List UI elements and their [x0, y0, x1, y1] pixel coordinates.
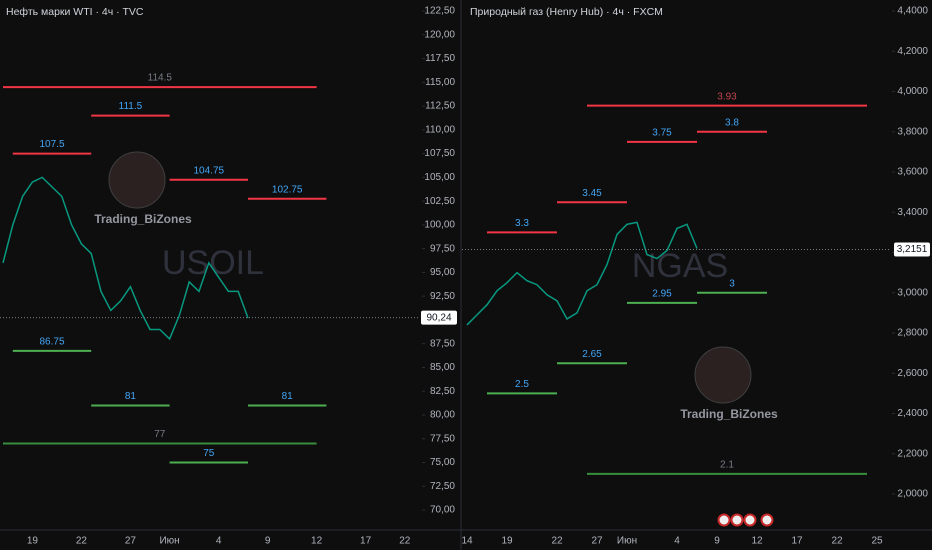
level-label: 81	[282, 391, 294, 402]
y-tick-label: 72,50	[430, 481, 455, 492]
current-price-label: 90,24	[426, 312, 451, 323]
event-icon	[743, 513, 757, 527]
event-icon	[717, 513, 731, 527]
y-tick-label: 100,00	[424, 220, 455, 231]
level-label: 102.75	[272, 184, 303, 195]
watermark: NGAS	[632, 247, 728, 285]
x-tick-label: 22	[399, 536, 411, 547]
chart-title: Природный газ (Henry Hub) · 4ч · FXCM	[470, 6, 663, 18]
y-tick-label: 105,00	[424, 172, 455, 183]
y-tick-label: 2,2000	[897, 448, 928, 459]
level-label: 114.5	[148, 73, 173, 84]
event-icon	[760, 513, 774, 527]
x-tick-label: 14	[461, 536, 473, 547]
x-tick-label: 27	[125, 536, 137, 547]
current-price-label: 3,2151	[897, 244, 928, 255]
y-tick-label: 117,50	[425, 53, 455, 64]
level-label: 86.75	[39, 336, 64, 347]
y-tick-label: 4,4000	[897, 6, 928, 17]
logo-text: Trading_BiZones	[680, 407, 778, 421]
y-tick-label: 107,50	[424, 148, 455, 159]
x-tick-label: 19	[27, 536, 39, 547]
current-price-box	[421, 310, 457, 325]
y-tick-label: 102,50	[424, 196, 455, 207]
y-tick-label: 2,6000	[897, 368, 928, 379]
x-tick-label: 19	[501, 536, 513, 547]
y-tick-label: 70,00	[430, 505, 455, 516]
y-tick-label: 95,00	[430, 267, 455, 278]
x-tick-label: 4	[216, 536, 222, 547]
level-label: 3.93	[717, 91, 737, 102]
y-tick-label: 97,50	[430, 243, 455, 254]
level-label: 3.3	[515, 218, 529, 229]
y-tick-label: 120,00	[424, 29, 455, 40]
y-tick-label: 2,8000	[897, 328, 928, 339]
watermark: USOIL	[162, 244, 264, 282]
x-tick-label: 12	[751, 536, 763, 547]
y-tick-label: 4,0000	[897, 86, 928, 97]
level-label: 3.8	[725, 117, 739, 128]
level-label: 3	[729, 278, 735, 289]
y-tick-label: 77,50	[430, 433, 455, 444]
x-tick-label: 12	[311, 536, 323, 547]
y-tick-label: 110,00	[425, 124, 455, 135]
y-tick-label: 2,4000	[897, 408, 928, 419]
x-tick-label: Июн	[617, 536, 637, 547]
y-tick-label: 115,00	[425, 77, 455, 88]
y-tick-label: 85,00	[430, 362, 455, 373]
y-tick-label: 92,50	[430, 291, 455, 302]
price-line	[466, 221, 698, 326]
x-tick-label: 22	[76, 536, 88, 547]
event-icon	[730, 513, 744, 527]
level-label: 3.75	[652, 127, 672, 138]
price-line	[2, 176, 249, 341]
y-tick-label: 80,00	[430, 410, 455, 421]
current-price-box	[894, 242, 930, 257]
level-label: 2.65	[582, 349, 602, 360]
logo-text: Trading_BiZones	[94, 212, 192, 226]
level-label: 77	[154, 429, 166, 440]
level-label: 107.5	[39, 139, 64, 150]
level-label: 111.5	[119, 101, 143, 112]
x-tick-label: 27	[591, 536, 603, 547]
chart-title: Нефть марки WTI · 4ч · TVC	[6, 6, 144, 18]
y-tick-label: 3,0000	[897, 287, 928, 298]
y-tick-label: 75,00	[430, 457, 455, 468]
y-tick-label: 3,4000	[897, 207, 928, 218]
level-label: 75	[203, 448, 215, 459]
level-label: 2.95	[652, 288, 672, 299]
logo	[108, 151, 166, 209]
level-label: 81	[125, 391, 137, 402]
x-tick-label: 22	[831, 536, 843, 547]
y-tick-label: 122,50	[424, 6, 455, 17]
x-tick-label: 25	[871, 536, 883, 547]
level-label: 2.1	[720, 460, 734, 471]
y-tick-label: 3,8000	[897, 126, 928, 137]
x-tick-label: 4	[674, 536, 680, 547]
y-tick-label: 87,50	[430, 338, 455, 349]
y-tick-label: 4,2000	[897, 46, 928, 57]
level-label: 104.75	[194, 165, 225, 176]
x-tick-label: 17	[360, 536, 372, 547]
x-tick-label: 9	[714, 536, 720, 547]
x-tick-label: 9	[265, 536, 271, 547]
level-label: 2.5	[515, 379, 529, 390]
logo	[694, 346, 752, 404]
level-label: 3.45	[582, 188, 602, 199]
y-tick-label: 2,0000	[897, 489, 928, 500]
x-tick-label: Июн	[159, 536, 179, 547]
y-tick-label: 112,50	[425, 101, 455, 112]
y-tick-label: 3,6000	[897, 167, 928, 178]
y-tick-label: 82,50	[430, 386, 455, 397]
x-tick-label: 22	[551, 536, 563, 547]
x-tick-label: 17	[791, 536, 803, 547]
